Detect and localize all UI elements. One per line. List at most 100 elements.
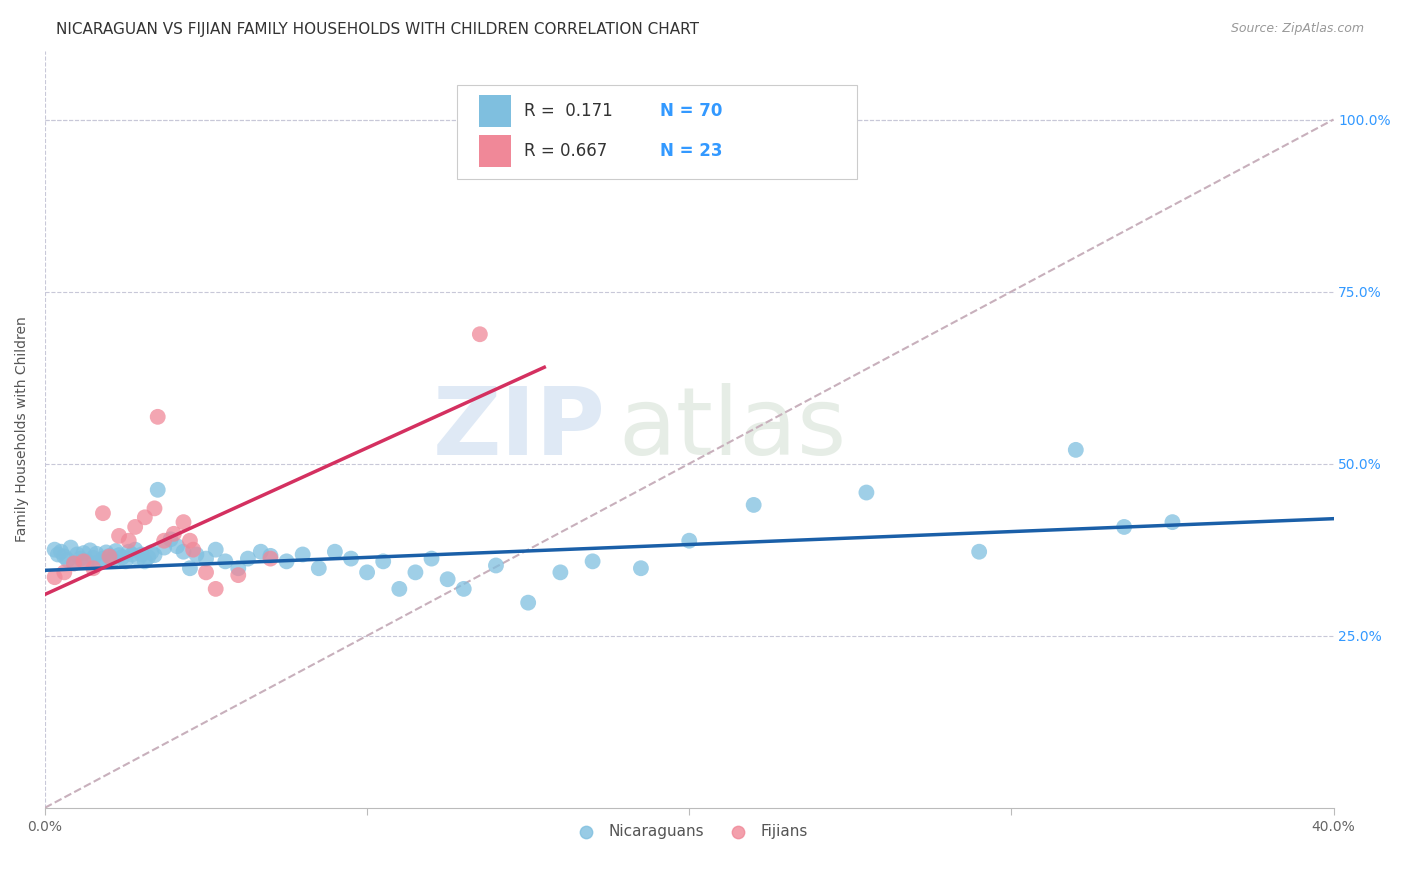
Point	[56, 553, 79, 567]
Point	[195, 566, 218, 580]
Point	[173, 545, 195, 559]
Point	[76, 554, 98, 568]
Point	[153, 541, 176, 555]
Point	[181, 542, 204, 557]
Point	[340, 551, 363, 566]
Point	[581, 554, 603, 568]
Text: Source: ZipAtlas.com: Source: ZipAtlas.com	[1230, 22, 1364, 36]
Point	[163, 526, 186, 541]
Point	[98, 549, 121, 564]
Point	[124, 520, 146, 534]
Point	[79, 543, 101, 558]
Point	[108, 529, 131, 543]
Point	[373, 554, 395, 568]
Point	[121, 548, 143, 562]
Point	[86, 547, 108, 561]
Point	[53, 566, 76, 580]
Point	[179, 533, 201, 548]
Legend: Nicaraguans, Fijians: Nicaraguans, Fijians	[564, 818, 814, 846]
Point	[124, 542, 146, 557]
Point	[308, 561, 330, 575]
Point	[146, 409, 169, 424]
Point	[742, 498, 765, 512]
Point	[82, 561, 104, 575]
Point	[159, 533, 181, 547]
Point	[111, 550, 134, 565]
Point	[356, 566, 378, 580]
FancyBboxPatch shape	[457, 85, 856, 179]
Point	[855, 485, 877, 500]
Point	[550, 566, 572, 580]
Point	[1114, 520, 1136, 534]
Point	[91, 551, 114, 566]
Point	[166, 539, 188, 553]
Point	[173, 515, 195, 529]
Point	[259, 549, 281, 563]
Point	[236, 551, 259, 566]
Point	[72, 546, 94, 560]
Point	[204, 542, 226, 557]
Point	[108, 548, 131, 562]
Point	[468, 327, 491, 342]
Point	[195, 551, 218, 566]
FancyBboxPatch shape	[479, 135, 512, 167]
Point	[114, 554, 136, 568]
Point	[630, 561, 652, 575]
Point	[388, 582, 411, 596]
Point	[967, 545, 990, 559]
Text: atlas: atlas	[619, 384, 846, 475]
Point	[291, 548, 314, 562]
Point	[134, 554, 156, 568]
Text: N = 70: N = 70	[659, 103, 723, 120]
Point	[453, 582, 475, 596]
Point	[82, 550, 104, 565]
Point	[436, 572, 458, 586]
Point	[46, 548, 69, 562]
Point	[89, 555, 111, 569]
Point	[53, 549, 76, 564]
Point	[66, 548, 89, 562]
Point	[134, 510, 156, 524]
Point	[63, 557, 86, 571]
Text: NICARAGUAN VS FIJIAN FAMILY HOUSEHOLDS WITH CHILDREN CORRELATION CHART: NICARAGUAN VS FIJIAN FAMILY HOUSEHOLDS W…	[56, 22, 699, 37]
Point	[118, 533, 141, 548]
Point	[420, 551, 443, 566]
Point	[153, 533, 176, 548]
Point	[186, 548, 208, 562]
Point	[44, 570, 66, 584]
Point	[214, 554, 236, 568]
Point	[63, 557, 86, 571]
Point	[98, 549, 121, 563]
Y-axis label: Family Households with Children: Family Households with Children	[15, 317, 30, 542]
Point	[146, 483, 169, 497]
Point	[49, 545, 72, 559]
Point	[59, 541, 82, 555]
Point	[249, 545, 271, 559]
Point	[72, 554, 94, 568]
Point	[136, 550, 159, 565]
Point	[1064, 442, 1087, 457]
Point	[69, 551, 91, 566]
Point	[226, 568, 249, 582]
Point	[143, 548, 166, 562]
Point	[91, 506, 114, 520]
Point	[323, 545, 346, 559]
Point	[101, 553, 124, 567]
Point	[404, 566, 426, 580]
Point	[127, 551, 149, 566]
Point	[204, 582, 226, 596]
Point	[259, 551, 281, 566]
Text: R = 0.667: R = 0.667	[524, 142, 623, 160]
Point	[141, 545, 163, 559]
Point	[131, 548, 153, 562]
Point	[226, 561, 249, 575]
Text: ZIP: ZIP	[433, 384, 606, 475]
Point	[143, 501, 166, 516]
Point	[678, 533, 700, 548]
Point	[517, 596, 540, 610]
Point	[104, 544, 127, 558]
Text: N = 23: N = 23	[659, 142, 723, 160]
Point	[485, 558, 508, 573]
Point	[118, 545, 141, 559]
Text: R =  0.171: R = 0.171	[524, 103, 628, 120]
